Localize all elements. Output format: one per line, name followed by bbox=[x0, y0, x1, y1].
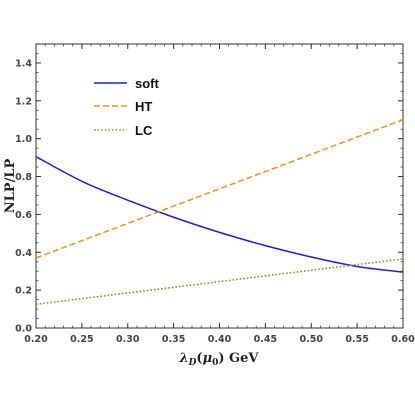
y-tick-label: 1.2 bbox=[15, 96, 32, 107]
legend-label-soft: soft bbox=[135, 76, 160, 91]
series-line-soft bbox=[35, 155, 404, 273]
y-tick-label: 1.0 bbox=[15, 134, 32, 145]
x-tick-label: 0.45 bbox=[254, 334, 277, 345]
axis-ticks: 0.20 0.25 0.30 0.35 0.40 0.45 0.50 0.55 0.60 0.0 0… bbox=[15, 43, 415, 345]
y-tick-label: 0.4 bbox=[15, 248, 32, 259]
y-axis-label: NLP/LP bbox=[3, 159, 18, 214]
series-line-ht bbox=[35, 119, 404, 259]
x-tick-label: 0.55 bbox=[345, 334, 368, 345]
y-tick-label: 0.6 bbox=[15, 210, 32, 221]
legend-label-ht: HT bbox=[135, 99, 152, 114]
x-tick-label: 0.25 bbox=[70, 334, 93, 345]
legend: soft HT LC bbox=[94, 76, 160, 138]
legend-label-lc: LC bbox=[135, 123, 153, 138]
y-tick-label: 1.4 bbox=[15, 58, 32, 69]
y-tick-label: 0.2 bbox=[15, 286, 32, 297]
series-lines bbox=[35, 119, 404, 306]
x-axis-label: λD(μ0) GeV bbox=[178, 351, 259, 368]
x-tick-label: 0.30 bbox=[116, 334, 140, 345]
series-line-lc bbox=[35, 258, 404, 306]
x-tick-label: 0.50 bbox=[300, 334, 324, 345]
x-tick-label: 0.40 bbox=[208, 334, 232, 345]
y-tick-label: 0.8 bbox=[15, 172, 32, 183]
y-tick-label: 0.0 bbox=[15, 324, 32, 335]
x-tick-label: 0.60 bbox=[391, 334, 415, 345]
x-tick-label: 0.20 bbox=[24, 334, 48, 345]
x-tick-label: 0.35 bbox=[162, 334, 185, 345]
